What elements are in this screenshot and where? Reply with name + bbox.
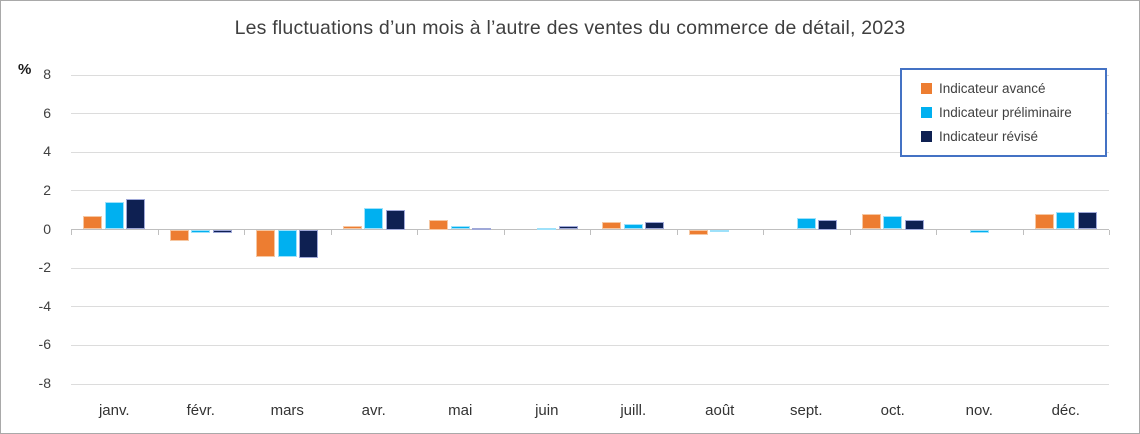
bar-indicateur-avancé bbox=[688, 229, 708, 236]
bar-indicateur-révisé bbox=[126, 198, 146, 230]
axis-tick bbox=[676, 229, 678, 235]
bar-indicateur-préliminaire bbox=[883, 215, 903, 230]
gridline bbox=[71, 74, 1109, 76]
bar-indicateur-préliminaire bbox=[364, 208, 384, 230]
x-axis-month-label: juin bbox=[535, 402, 559, 419]
legend-item-avance: Indicateur avancé bbox=[921, 81, 1097, 96]
axis-tick bbox=[849, 229, 851, 235]
axis-tick bbox=[330, 229, 332, 235]
legend-item-revise: Indicateur révisé bbox=[921, 129, 1097, 144]
bar-indicateur-avancé bbox=[169, 229, 189, 242]
x-axis-month-label: oct. bbox=[880, 402, 905, 419]
y-axis-tick-label: 6 bbox=[43, 104, 51, 121]
legend: Indicateur avancé Indicateur préliminair… bbox=[900, 68, 1107, 157]
bar-indicateur-avancé bbox=[602, 221, 622, 230]
x-axis-month-label: juill. bbox=[620, 402, 647, 419]
axis-tick bbox=[1109, 229, 1110, 235]
legend-swatch-revise-icon bbox=[921, 131, 932, 143]
gridline bbox=[71, 306, 1109, 308]
legend-item-label: Indicateur préliminaire bbox=[939, 104, 1072, 120]
bar-indicateur-préliminaire bbox=[796, 217, 816, 230]
bar-indicateur-préliminaire bbox=[191, 229, 211, 234]
x-axis-month-label: mars bbox=[270, 402, 304, 419]
bar-indicateur-révisé bbox=[472, 227, 492, 230]
y-axis-tick-label: 4 bbox=[43, 143, 51, 160]
axis-tick bbox=[71, 229, 72, 235]
axis-tick bbox=[244, 229, 245, 235]
x-axis-month-label: déc. bbox=[1051, 402, 1080, 419]
gridline bbox=[71, 383, 1109, 385]
y-axis-tick-label: 8 bbox=[43, 66, 51, 82]
axis-tick bbox=[503, 229, 505, 235]
bar-indicateur-révisé bbox=[212, 229, 232, 234]
axis-tick bbox=[1022, 229, 1024, 235]
bar-indicateur-avancé bbox=[429, 219, 449, 230]
bar-indicateur-préliminaire bbox=[104, 202, 124, 230]
axis-tick bbox=[590, 229, 591, 235]
chart-title: Les fluctuations d’un mois à l’autre des… bbox=[234, 17, 906, 39]
bar-indicateur-révisé bbox=[1077, 212, 1097, 230]
bar-indicateur-révisé bbox=[299, 229, 319, 259]
x-axis-month-label: sept. bbox=[789, 402, 823, 419]
x-axis-month-label: janv. bbox=[98, 402, 130, 419]
bar-indicateur-préliminaire bbox=[710, 229, 730, 232]
y-axis-tick-label: 0 bbox=[43, 220, 51, 237]
bar-indicateur-révisé bbox=[818, 219, 838, 230]
gridline bbox=[71, 113, 1109, 115]
bar-indicateur-révisé bbox=[385, 210, 405, 230]
bar-indicateur-préliminaire bbox=[623, 223, 643, 230]
gridline bbox=[71, 190, 1109, 192]
bar-indicateur-révisé bbox=[558, 225, 578, 230]
bar-indicateur-préliminaire bbox=[969, 229, 989, 234]
gridline bbox=[71, 344, 1109, 346]
y-axis-unit-label: % bbox=[18, 61, 32, 78]
y-axis-tick-label: -4 bbox=[38, 297, 51, 314]
gridline bbox=[71, 151, 1109, 153]
x-axis-month-label: févr. bbox=[186, 402, 215, 419]
legend-swatch-preliminaire-icon bbox=[921, 106, 932, 118]
legend-swatch-avance-icon bbox=[921, 82, 932, 94]
axis-tick bbox=[157, 229, 159, 235]
x-axis-month-label: nov. bbox=[965, 402, 993, 419]
y-axis-tick-label: -2 bbox=[38, 259, 51, 276]
bar-indicateur-avancé bbox=[861, 214, 881, 230]
bar-indicateur-révisé bbox=[904, 219, 924, 230]
legend-item-label: Indicateur avancé bbox=[939, 80, 1046, 96]
x-axis-month-label: avr. bbox=[361, 402, 386, 419]
x-axis-month-label: mai bbox=[448, 402, 473, 419]
y-axis-tick-label: -6 bbox=[38, 336, 51, 353]
bar-indicateur-préliminaire bbox=[450, 225, 470, 230]
axis-tick bbox=[936, 229, 937, 235]
bar-indicateur-préliminaire bbox=[537, 227, 557, 230]
bar-indicateur-avancé bbox=[83, 215, 103, 230]
legend-item-label: Indicateur révisé bbox=[939, 129, 1039, 145]
bar-indicateur-révisé bbox=[645, 221, 665, 230]
axis-tick bbox=[417, 229, 418, 235]
axis-tick bbox=[763, 229, 764, 235]
bar-indicateur-préliminaire bbox=[1056, 212, 1076, 230]
y-axis-tick-label: -8 bbox=[38, 375, 51, 391]
gridline bbox=[71, 267, 1109, 269]
bar-indicateur-avancé bbox=[1034, 214, 1054, 230]
y-axis-tick-label: 2 bbox=[43, 181, 51, 198]
bar-indicateur-avancé bbox=[256, 229, 276, 257]
bar-indicateur-avancé bbox=[342, 225, 362, 230]
x-axis-month-label: août bbox=[705, 402, 735, 419]
legend-item-preliminaire: Indicateur préliminaire bbox=[921, 105, 1097, 120]
bar-indicateur-préliminaire bbox=[277, 229, 297, 257]
